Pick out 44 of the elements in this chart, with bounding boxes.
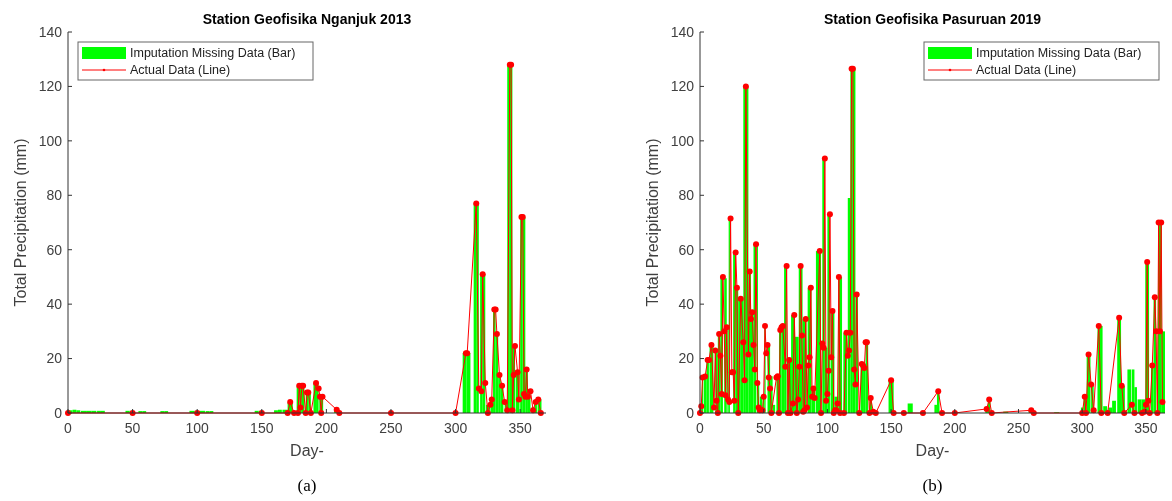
x-tick-label: 100 — [185, 420, 210, 436]
text: (b) — [922, 476, 943, 495]
y-tick-label: 60 — [46, 241, 63, 258]
legend-label: Actual Data (Line) — [976, 63, 1077, 78]
x-tick-label: 100 — [815, 420, 840, 436]
y-tick-label: 100 — [670, 132, 695, 149]
x-tick-label: 300 — [1070, 420, 1095, 436]
legend-label: Actual Data (Line) — [130, 63, 231, 78]
text: (a) — [297, 476, 317, 495]
y-tick-label: 40 — [678, 296, 695, 313]
x-tick-label: 200 — [314, 420, 339, 436]
legend-label: Imputation Missing Data (Bar) — [130, 46, 296, 61]
y-axis-title: Total Precipitation (mm) — [12, 138, 29, 307]
x-tick-label: 150 — [879, 420, 903, 436]
y-tick-label: 20 — [46, 350, 63, 367]
x-tick-label: 0 — [696, 420, 705, 436]
y-tick-label: 120 — [38, 78, 63, 95]
y-tick-label: 20 — [678, 350, 695, 367]
x-tick-label: 250 — [1006, 420, 1031, 436]
y-tick-label: 80 — [678, 187, 695, 204]
x-axis-title: Day- — [290, 442, 324, 459]
x-tick-label: 150 — [250, 420, 274, 436]
x-tick-label: 350 — [508, 420, 533, 436]
y-tick-label: 100 — [38, 132, 63, 149]
legend-label: Imputation Missing Data (Bar) — [976, 46, 1142, 61]
y-tick-label: 80 — [46, 187, 63, 204]
x-tick-label: 200 — [943, 420, 967, 436]
x-tick-label: 300 — [443, 420, 468, 436]
y-axis-title: Total Precipitation (mm) — [644, 138, 661, 307]
x-axis-title: Day- — [915, 442, 950, 459]
x-tick-label: 350 — [1134, 420, 1158, 436]
x-tick-label: 50 — [755, 420, 772, 436]
y-tick-label: 120 — [670, 78, 695, 95]
x-tick-label: 0 — [64, 420, 73, 436]
y-tick-label: 0 — [686, 404, 695, 421]
y-tick-label: 40 — [46, 296, 63, 313]
y-tick-label: 0 — [54, 404, 63, 421]
x-tick-label: 250 — [379, 420, 403, 436]
y-tick-label: 60 — [678, 241, 695, 258]
y-tick-label: 140 — [38, 23, 63, 40]
y-tick-label: 140 — [670, 23, 695, 40]
chart-title: Station Geofisika Pasuruan 2019 — [823, 11, 1042, 27]
chart-title: Station Geofisika Nganjuk 2013 — [202, 11, 412, 27]
x-tick-label: 50 — [124, 420, 141, 436]
